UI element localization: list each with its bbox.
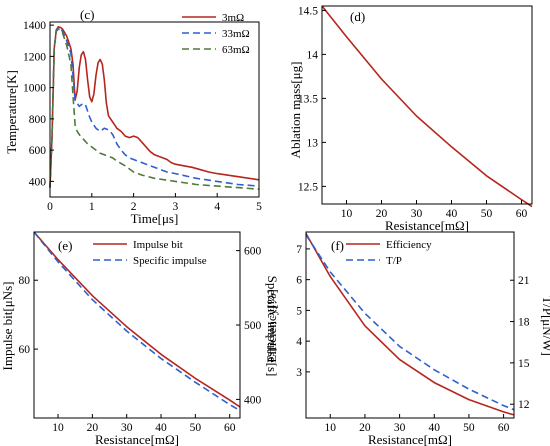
x-tick-label: 3 <box>173 201 179 213</box>
x-tick-label: 40 <box>446 208 458 220</box>
x-tick-label: 4 <box>214 201 220 213</box>
x-tick-label: 10 <box>341 208 353 220</box>
legend: Impulse bit Specific impulse <box>93 239 207 267</box>
x-tick-label: 5 <box>256 201 262 213</box>
y-right-tick-label: 400 <box>244 394 262 406</box>
y-tick-label: 7 <box>296 244 302 256</box>
y-tick-label: 400 <box>29 176 47 188</box>
y-tick-label: 5 <box>296 305 302 317</box>
y-right-tick-label: 21 <box>518 275 530 287</box>
legend: 3mΩ 33mΩ 63mΩ <box>182 12 250 56</box>
y-tick-label: 60 <box>19 344 31 356</box>
x-tick-label: 10 <box>52 422 64 434</box>
x-tick-label: 60 <box>224 422 236 434</box>
x-tick-label: 60 <box>498 422 510 434</box>
legend-label: Specific impulse <box>133 255 207 267</box>
series-line-63m- <box>49 28 260 190</box>
y-right-tick-label: 15 <box>518 358 530 370</box>
plot-frame <box>321 5 533 205</box>
y-right-axis-label: Specific impulse[s] <box>265 276 280 377</box>
x-tick-label: 50 <box>481 208 493 220</box>
y-tick-label: 1200 <box>23 51 46 63</box>
x-tick-label: 1 <box>89 201 95 213</box>
y-axis-label: Efficiency[%] <box>264 289 279 362</box>
y-tick-label: 14.5 <box>298 5 318 17</box>
panel-letter: (f) <box>331 238 344 253</box>
y-tick-label: 800 <box>29 114 47 126</box>
panel-e: 10 20 30 40 50 60 60 80 400 500 600 Resistance[mΩ] I… <box>0 231 280 446</box>
y-tick-label: 14 <box>307 49 319 61</box>
x-tick-label: 30 <box>394 422 406 434</box>
plot-frame <box>305 231 515 419</box>
panel-letter: (e) <box>58 238 72 253</box>
y-tick-label: 6 <box>296 275 302 287</box>
x-tick-label: 0 <box>47 201 53 213</box>
series-line-t-p <box>305 234 515 411</box>
y-right-tick-label: 500 <box>244 320 262 332</box>
y-tick-label: 600 <box>29 145 47 157</box>
y-tick-label: 4 <box>296 336 302 348</box>
y-right-tick-label: 18 <box>518 317 530 329</box>
series-line-specific-impulse <box>33 231 241 412</box>
x-tick-label: 60 <box>516 208 528 220</box>
y-axis-label: Impulse bit[μNs] <box>0 282 15 371</box>
x-tick-label: 20 <box>359 422 371 434</box>
legend-label: 3mΩ <box>222 12 244 24</box>
x-tick-label: 2 <box>131 201 137 213</box>
y-axis-label: Temperature[K] <box>4 70 19 154</box>
y-tick-label: 80 <box>19 275 31 287</box>
x-axis-label: Resistance[mΩ] <box>385 218 469 233</box>
x-tick-label: 10 <box>325 422 337 434</box>
y-tick-label: 13 <box>307 137 319 149</box>
legend-label: 33mΩ <box>222 28 250 40</box>
x-tick-label: 40 <box>429 422 441 434</box>
y-tick-label: 1400 <box>23 20 46 32</box>
x-tick-label: 50 <box>190 422 202 434</box>
y-tick-label: 3 <box>296 367 302 379</box>
x-axis-label: Time[μs] <box>131 211 179 226</box>
legend-label: 63mΩ <box>222 44 250 56</box>
panel-letter: (c) <box>80 7 94 22</box>
y-axis-label: Ablation mass[μg] <box>288 62 303 159</box>
plot-frame <box>49 21 260 198</box>
legend-label: T/P <box>386 255 402 267</box>
legend: Efficiency T/P <box>346 239 432 267</box>
x-tick-label: 20 <box>87 422 99 434</box>
x-tick-label: 30 <box>411 208 423 220</box>
y-right-tick-label: 600 <box>244 246 262 258</box>
panel-d: 10 20 30 40 50 60 12.5 13 13.5 14 14.5 Resistance[m… <box>288 5 533 233</box>
y-tick-label: 12.5 <box>298 181 318 193</box>
y-tick-label: 1000 <box>23 83 46 95</box>
series-line-main <box>321 5 533 208</box>
panel-letter: (d) <box>350 9 365 24</box>
panel-c: 0 1 2 3 4 5 400 600 800 1000 1200 1400 Time[μs] Tempe… <box>4 7 262 226</box>
legend-label: Efficiency <box>386 239 432 251</box>
series-line-impulse-bit <box>33 231 241 408</box>
x-tick-label: 20 <box>376 208 388 220</box>
x-tick-label: 50 <box>463 422 475 434</box>
x-axis-label: Resistance[mΩ] <box>368 432 452 446</box>
series-line-efficiency <box>305 233 515 416</box>
x-tick-label: 30 <box>121 422 133 434</box>
panel-f: 10 20 30 40 50 60 3 4 5 6 7 12 15 18 21 Resistance[mΩ] E… <box>264 231 550 446</box>
legend-label: Impulse bit <box>133 239 183 251</box>
x-tick-label: 40 <box>155 422 167 434</box>
x-axis-label: Resistance[mΩ] <box>95 432 179 446</box>
y-right-axis-label: T/P[μN/W] <box>540 296 550 356</box>
y-tick-label: 13.5 <box>298 93 318 105</box>
y-right-tick-label: 12 <box>518 399 530 411</box>
